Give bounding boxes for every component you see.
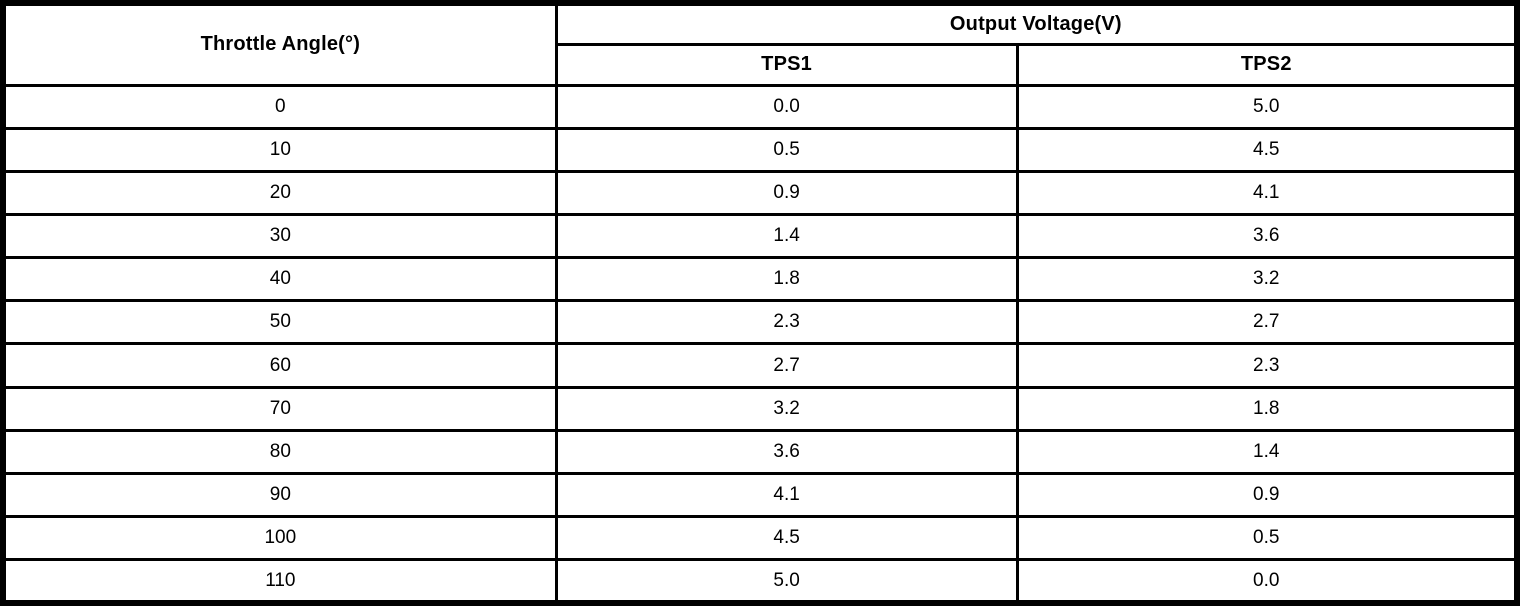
output-voltage-header: Output Voltage(V) <box>554 1 1519 46</box>
angle-cell: 50 <box>1 299 558 346</box>
angle-cell: 10 <box>1 126 558 173</box>
tps2-cell: 1.8 <box>1015 385 1519 432</box>
header-row-1: Throttle Angle(°) Output Voltage(V) <box>1 1 1519 87</box>
tps1-cell: 0.5 <box>554 126 1019 173</box>
tps2-cell: 4.5 <box>1015 126 1519 173</box>
tps1-cell: 3.6 <box>554 428 1019 475</box>
table-row: 30 1.4 3.6 <box>1 212 1519 260</box>
header-row-2: TPS1 TPS2 <box>3 42 1519 87</box>
table-row: 90 4.1 0.9 <box>1 471 1519 519</box>
tps2-cell: 2.7 <box>1015 299 1519 346</box>
tps2-header: TPS2 <box>1015 42 1519 87</box>
angle-cell: 30 <box>1 212 558 260</box>
angle-cell: 60 <box>1 342 558 389</box>
tps1-cell: 0.0 <box>554 83 1019 130</box>
angle-cell: 20 <box>1 169 558 216</box>
tps2-cell: 1.4 <box>1015 428 1519 475</box>
table-row: 20 0.9 4.1 <box>1 169 1519 216</box>
tps1-cell: 3.2 <box>554 385 1019 432</box>
tps1-cell: 5.0 <box>554 558 1019 605</box>
angle-cell: 0 <box>1 83 558 130</box>
tps2-cell: 3.2 <box>1015 256 1519 303</box>
tps2-cell: 0.9 <box>1015 471 1519 519</box>
tps2-cell: 4.1 <box>1015 169 1519 216</box>
tps1-cell: 0.9 <box>554 169 1019 216</box>
table-row: 40 1.8 3.2 <box>1 256 1519 303</box>
table-row: 80 3.6 1.4 <box>1 428 1519 475</box>
tps2-cell: 0.0 <box>1015 558 1519 605</box>
tps1-cell: 4.1 <box>554 471 1019 519</box>
table-row: 50 2.3 2.7 <box>1 299 1519 346</box>
tps2-cell: 5.0 <box>1015 83 1519 130</box>
angle-cell: 110 <box>1 558 558 605</box>
tps1-header: TPS1 <box>554 42 1019 87</box>
tps2-cell: 0.5 <box>1015 515 1519 562</box>
angle-cell: 90 <box>1 471 558 519</box>
angle-cell: 40 <box>1 256 558 303</box>
angle-cell: 70 <box>1 385 558 432</box>
table-row: 110 5.0 0.0 <box>1 558 1519 605</box>
tps1-cell: 1.8 <box>554 256 1019 303</box>
table-row: 100 4.5 0.5 <box>1 515 1519 562</box>
table-row: 60 2.7 2.3 <box>1 342 1519 389</box>
tps1-cell: 4.5 <box>554 515 1019 562</box>
tps2-cell: 2.3 <box>1015 342 1519 389</box>
table-row: 10 0.5 4.5 <box>1 126 1519 173</box>
angle-cell: 100 <box>1 515 558 562</box>
table-row: 70 3.2 1.8 <box>1 385 1519 432</box>
angle-cell: 80 <box>1 428 558 475</box>
throttle-angle-header: Throttle Angle(°) <box>1 1 558 87</box>
tps1-cell: 2.7 <box>554 342 1019 389</box>
tps1-cell: 2.3 <box>554 299 1019 346</box>
tps1-cell: 1.4 <box>554 212 1019 260</box>
tps2-cell: 3.6 <box>1015 212 1519 260</box>
table-row: 0 0.0 5.0 <box>1 83 1519 130</box>
